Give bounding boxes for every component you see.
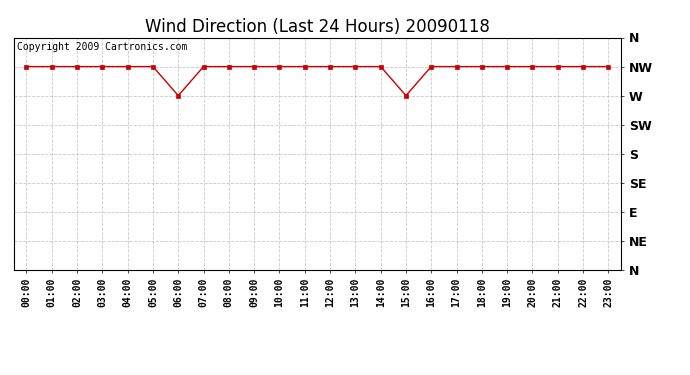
Title: Wind Direction (Last 24 Hours) 20090118: Wind Direction (Last 24 Hours) 20090118 [145,18,490,36]
Text: Copyright 2009 Cartronics.com: Copyright 2009 Cartronics.com [17,42,187,52]
